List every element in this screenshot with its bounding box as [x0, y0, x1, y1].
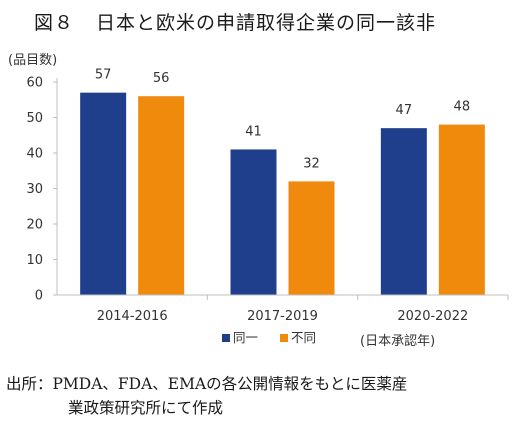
y-tick-label: 40: [26, 147, 43, 162]
bar-different-2020-2022: [438, 124, 485, 295]
legend-swatch: [222, 334, 230, 342]
bar-value-label: 48: [454, 100, 471, 115]
bar-value-label: 47: [396, 103, 413, 118]
x-axis: 2014-2016 2017-2019 2020-2022: [57, 294, 509, 324]
bar-different-2014-2016: [138, 96, 185, 295]
y-axis: 0 10 20 30 40 50 60: [26, 76, 58, 304]
legend: 同一 不同: [222, 330, 316, 345]
x-tick-label: 2017-2019: [247, 309, 318, 324]
y-tick-label: 50: [26, 111, 43, 126]
source-line-1: 出所：PMDA、FDA、EMAの各公開情報をもとに医薬産: [6, 375, 408, 393]
legend-label: 不同: [291, 330, 316, 345]
x-tick-label: 2020-2022: [397, 309, 468, 324]
x-axis-label: (日本承認年): [360, 333, 435, 349]
source-line-2: 業政策研究所にて作成: [68, 399, 224, 417]
chart-title: 図８ 日本と欧米の申請取得企業の同一該非: [34, 8, 436, 35]
source-note: 出所：PMDA、FDA、EMAの各公開情報をもとに医薬産 業政策研究所にて作成: [6, 372, 512, 420]
legend-swatch: [280, 334, 288, 342]
y-axis-label: (品目数): [8, 53, 57, 68]
bar-same-2017-2019: [230, 149, 277, 295]
figure-title-text: 日本と欧米の申請取得企業の同一該非: [96, 12, 437, 34]
bar-value-label: 32: [303, 156, 320, 171]
figure-number: 図８: [34, 12, 75, 34]
y-tick-label: 30: [26, 182, 43, 197]
bars: 57 56 41 32 47 48: [80, 68, 485, 296]
bar-same-2020-2022: [380, 128, 427, 295]
legend-label: 同一: [233, 330, 258, 345]
bar-different-2017-2019: [288, 181, 335, 295]
x-tick-label: 2014-2016: [97, 309, 168, 324]
y-tick-label: 0: [35, 289, 43, 304]
bar-value-label: 57: [95, 68, 112, 83]
bar-same-2014-2016: [80, 92, 127, 296]
bar-chart: 0 10 20 30 40 50 60 57 56 41 32 47 48 2014-2016 2017…: [8, 53, 509, 349]
y-tick-label: 60: [26, 76, 43, 91]
y-tick-label: 10: [26, 253, 43, 268]
bar-value-label: 41: [245, 124, 262, 139]
bar-value-label: 56: [153, 71, 170, 86]
y-tick-label: 20: [26, 218, 43, 233]
